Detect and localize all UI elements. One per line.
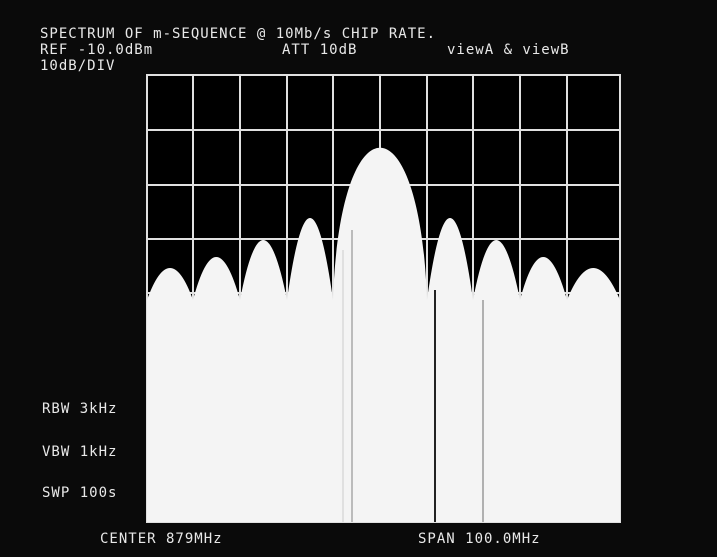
center-frequency: CENTER 879MHz — [100, 531, 223, 547]
reference-level: REF -10.0dBm — [40, 42, 153, 58]
sweep: SWP 100s — [42, 485, 117, 501]
attenuation: ATT 10dB — [282, 42, 357, 58]
rbw: RBW 3kHz — [42, 401, 117, 417]
vbw: VBW 1kHz — [42, 444, 117, 460]
view-mode: viewA & viewB — [447, 42, 570, 58]
analyzer-screen: SPECTRUM OF m-SEQUENCE @ 10Mb/s CHIP RAT… — [0, 0, 717, 557]
span: SPAN 100.0MHz — [418, 531, 541, 547]
title: SPECTRUM OF m-SEQUENCE @ 10Mb/s CHIP RAT… — [40, 26, 436, 42]
scale: 10dB/DIV — [40, 58, 115, 74]
